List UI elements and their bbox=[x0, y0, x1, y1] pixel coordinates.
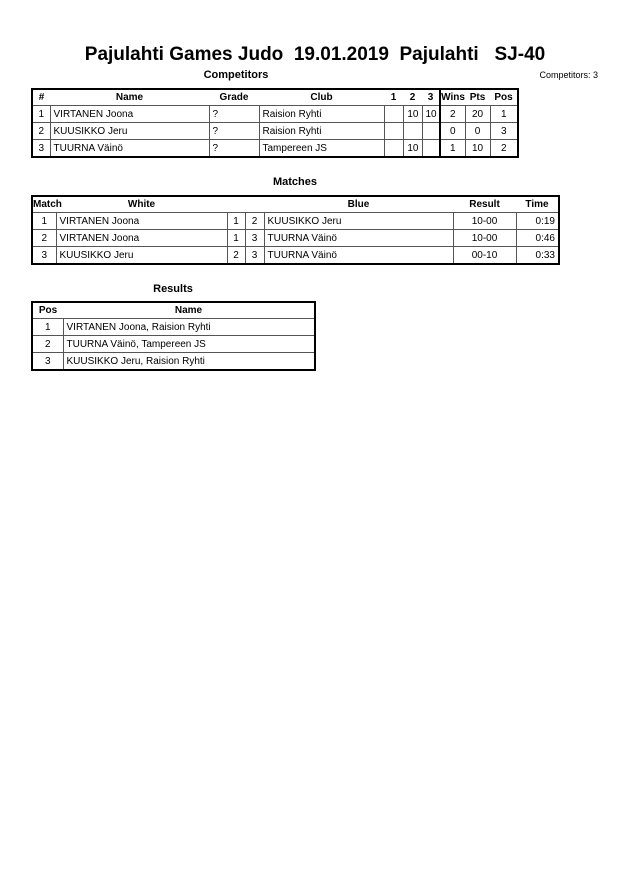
results-header-row: Pos Name bbox=[32, 302, 315, 319]
competitors-table: # Name Grade Club 1 2 3 Wins Pts Pos 1 VI… bbox=[31, 88, 519, 158]
cell-club: Tampereen JS bbox=[258, 139, 385, 158]
col-s3: 3 bbox=[427, 92, 434, 103]
matches-table: Match White Blue Result Time 1 VIRTANEN J… bbox=[31, 195, 560, 265]
match-row: 2 VIRTANEN Joona 1 3 TUURNA Väinö 10-00 0:46 bbox=[31, 229, 560, 247]
cell-score-3: 10 bbox=[421, 105, 441, 123]
cell-white-num: 2 bbox=[226, 246, 246, 265]
cell-wins: 0 bbox=[439, 122, 466, 140]
cell-blue-num: 2 bbox=[244, 212, 265, 230]
col-pts: Pts bbox=[469, 92, 486, 103]
cell-pos: 3 bbox=[489, 122, 519, 140]
cell-match: 3 bbox=[31, 246, 57, 265]
cell-score-2 bbox=[402, 122, 423, 140]
cell-pos: 3 bbox=[31, 352, 64, 371]
cell-name: TUURNA Väinö, Tampereen JS bbox=[62, 335, 316, 353]
cell-time: 0:46 bbox=[515, 229, 560, 247]
cell-white: VIRTANEN Joona bbox=[55, 229, 228, 247]
result-row: 3 KUUSIKKO Jeru, Raision Ryhti bbox=[31, 352, 316, 371]
cell-score-2: 10 bbox=[402, 139, 423, 158]
cell-white-num: 1 bbox=[226, 212, 246, 230]
cell-match: 1 bbox=[31, 212, 57, 230]
col-s1: 1 bbox=[390, 92, 397, 103]
cell-time: 0:19 bbox=[515, 212, 560, 230]
competitor-row: 3 TUURNA Väinö? Tampereen JS 10 1 10 2 bbox=[31, 139, 519, 158]
cell-grade: ? bbox=[208, 139, 260, 158]
cell-white: VIRTANEN Joona bbox=[55, 212, 228, 230]
results-heading: Results bbox=[153, 283, 193, 295]
matches-header-row: Match White Blue Result Time bbox=[32, 196, 559, 213]
competitor-row: 1 VIRTANEN Joona? Raision Ryhti 10 10 2 20 1 bbox=[31, 105, 519, 123]
col-blue: Blue bbox=[347, 199, 370, 210]
cell-white: KUUSIKKO Jeru bbox=[55, 246, 228, 265]
match-row: 3 KUUSIKKO Jeru 2 3 TUURNA Väinö 00-10 0:33 bbox=[31, 246, 560, 265]
cell-score-2: 10 bbox=[402, 105, 423, 123]
cell-pts: 10 bbox=[464, 139, 491, 158]
cell-pts: 20 bbox=[464, 105, 491, 123]
match-row: 1 VIRTANEN Joona 1 2 KUUSIKKO Jeru 10-00 0:19 bbox=[31, 212, 560, 230]
col-white: White bbox=[127, 199, 156, 210]
cell-pos: 1 bbox=[31, 318, 64, 336]
page-title: Pajulahti Games Judo 19.01.2019 Pajulaht… bbox=[84, 44, 546, 65]
col-pos: Pos bbox=[494, 92, 513, 103]
competitors-count: Competitors: 3 bbox=[539, 70, 598, 80]
col-grade: Grade bbox=[219, 92, 249, 103]
cell-blue: KUUSIKKO Jeru bbox=[263, 212, 454, 230]
cell-name: TUURNA Väinö bbox=[49, 139, 210, 158]
cell-num: 3 bbox=[31, 139, 51, 158]
col-name: Name bbox=[115, 92, 144, 103]
competitors-heading: Competitors bbox=[203, 69, 269, 81]
cell-pts: 0 bbox=[464, 122, 491, 140]
cell-num: 2 bbox=[31, 122, 51, 140]
cell-score-1 bbox=[383, 122, 404, 140]
cell-name: KUUSIKKO Jeru bbox=[49, 122, 210, 140]
cell-num: 1 bbox=[31, 105, 51, 123]
col-num: # bbox=[38, 92, 45, 103]
col-time: Time bbox=[525, 199, 549, 210]
cell-club: Raision Ryhti bbox=[258, 105, 385, 123]
col-wins: Wins bbox=[439, 89, 465, 106]
col-result: Result bbox=[469, 199, 500, 210]
cell-white-num: 1 bbox=[226, 229, 246, 247]
cell-wins: 1 bbox=[439, 139, 466, 158]
cell-result: 00-10 bbox=[452, 246, 517, 265]
cell-result: 10-00 bbox=[452, 212, 517, 230]
cell-name: VIRTANEN Joona bbox=[49, 105, 210, 123]
cell-score-3 bbox=[421, 122, 441, 140]
cell-blue-num: 3 bbox=[244, 246, 265, 265]
cell-pos: 2 bbox=[489, 139, 519, 158]
cell-pos: 2 bbox=[31, 335, 64, 353]
cell-score-1 bbox=[383, 105, 404, 123]
cell-grade: ? bbox=[208, 105, 260, 123]
cell-name: VIRTANEN Joona, Raision Ryhti bbox=[62, 318, 316, 336]
col-s2: 2 bbox=[409, 92, 416, 103]
cell-grade: ? bbox=[208, 122, 260, 140]
results-table: Pos Name 1 VIRTANEN Joona, Raision Ryhti 2… bbox=[31, 301, 316, 371]
matches-heading: Matches bbox=[272, 176, 318, 188]
cell-blue: TUURNA Väinö bbox=[263, 229, 454, 247]
col-name: Name bbox=[174, 305, 203, 316]
cell-pos: 1 bbox=[489, 105, 519, 123]
competitor-row: 2 KUUSIKKO Jeru? Raision Ryhti 0 0 3 bbox=[31, 122, 519, 140]
cell-blue: TUURNA Väinö bbox=[263, 246, 454, 265]
col-club: Club bbox=[310, 92, 333, 103]
cell-blue-num: 3 bbox=[244, 229, 265, 247]
cell-score-3 bbox=[421, 139, 441, 158]
cell-result: 10-00 bbox=[452, 229, 517, 247]
cell-name: KUUSIKKO Jeru, Raision Ryhti bbox=[62, 352, 316, 371]
col-pos: Pos bbox=[38, 305, 58, 316]
result-row: 2 TUURNA Väinö, Tampereen JS bbox=[31, 335, 316, 353]
competitors-header-row: # Name Grade Club 1 2 3 Wins Pts Pos bbox=[32, 89, 518, 106]
col-match: Match bbox=[33, 199, 62, 210]
cell-wins: 2 bbox=[439, 105, 466, 123]
result-row: 1 VIRTANEN Joona, Raision Ryhti bbox=[31, 318, 316, 336]
cell-match: 2 bbox=[31, 229, 57, 247]
cell-score-1 bbox=[383, 139, 404, 158]
cell-time: 0:33 bbox=[515, 246, 560, 265]
cell-club: Raision Ryhti bbox=[258, 122, 385, 140]
